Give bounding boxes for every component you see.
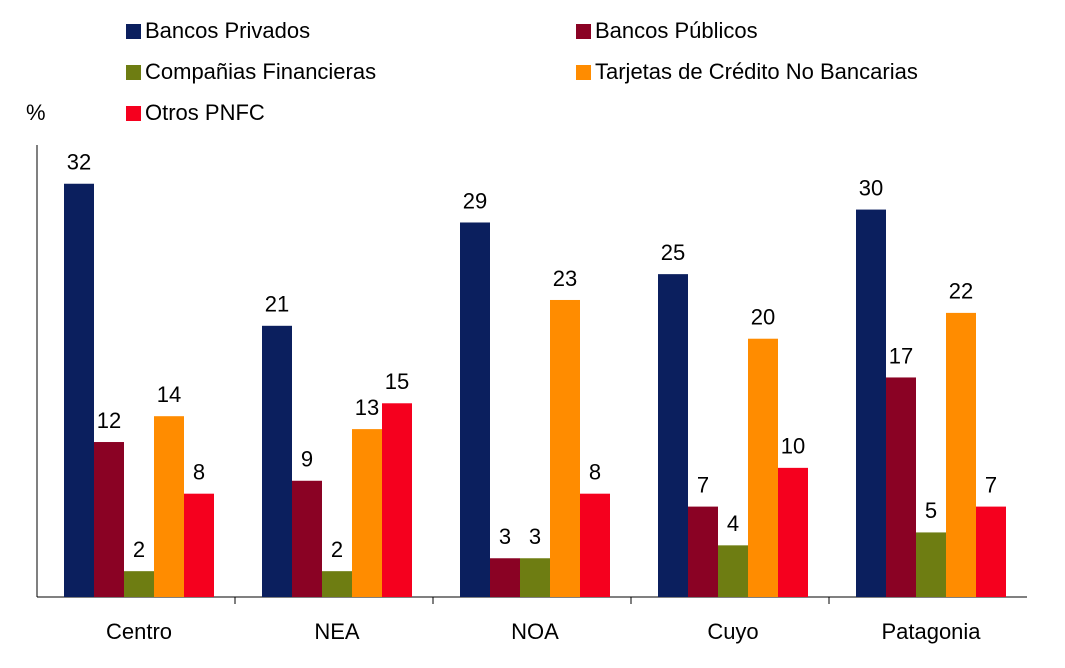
bar	[856, 209, 886, 598]
bar	[976, 506, 1006, 597]
data-label: 12	[97, 408, 121, 433]
data-label: 15	[385, 369, 409, 394]
legend-label: Bancos Públicos	[595, 18, 758, 43]
bar	[490, 558, 520, 597]
x-tick-label: NOA	[511, 619, 559, 644]
x-tick-label: Centro	[106, 619, 172, 644]
bar	[778, 467, 808, 597]
data-label: 9	[301, 447, 313, 472]
bar	[94, 442, 124, 597]
y-axis-label: %	[26, 100, 46, 125]
x-tick-label: Cuyo	[707, 619, 758, 644]
data-label: 7	[985, 472, 997, 497]
bar	[124, 571, 154, 597]
data-label: 13	[355, 395, 379, 420]
bar	[718, 545, 748, 597]
legend-swatch	[576, 65, 591, 80]
bar	[946, 312, 976, 597]
legend-swatch	[126, 65, 141, 80]
data-label: 23	[553, 266, 577, 291]
data-label: 5	[925, 498, 937, 523]
data-label: 3	[529, 524, 541, 549]
x-tick-label: Patagonia	[881, 619, 981, 644]
legend-swatch	[126, 106, 141, 121]
data-label: 8	[589, 459, 601, 484]
bar	[322, 571, 352, 597]
legend-swatch	[576, 24, 591, 39]
data-label: 17	[889, 343, 913, 368]
bar	[658, 274, 688, 597]
legend-label: Otros PNFC	[145, 100, 265, 125]
data-label: 14	[157, 382, 181, 407]
bar	[550, 299, 580, 597]
data-label: 7	[697, 472, 709, 497]
bar	[382, 403, 412, 597]
legend-label: Bancos Privados	[145, 18, 310, 43]
bar	[916, 532, 946, 597]
bar	[520, 558, 550, 597]
data-label: 2	[133, 537, 145, 562]
bar	[886, 377, 916, 597]
bar	[64, 183, 94, 597]
bar	[184, 493, 214, 597]
data-label: 8	[193, 459, 205, 484]
data-label: 20	[751, 305, 775, 330]
data-label: 32	[67, 150, 91, 175]
bar	[460, 222, 490, 597]
data-label: 10	[781, 434, 805, 459]
data-label: 3	[499, 524, 511, 549]
bar	[352, 429, 382, 597]
data-label: 29	[463, 188, 487, 213]
data-label: 2	[331, 537, 343, 562]
bar	[580, 493, 610, 597]
legend-label: Tarjetas de Crédito No Bancarias	[595, 59, 918, 84]
data-label: 30	[859, 175, 883, 200]
data-label: 22	[949, 279, 973, 304]
data-label: 21	[265, 292, 289, 317]
legend-label: Compañias Financieras	[145, 59, 376, 84]
bar	[688, 506, 718, 597]
bar	[154, 416, 184, 597]
bar	[292, 480, 322, 597]
bar	[748, 338, 778, 597]
bar	[262, 325, 292, 597]
legend-swatch	[126, 24, 141, 39]
data-label: 4	[727, 511, 739, 536]
x-tick-label: NEA	[314, 619, 360, 644]
data-label: 25	[661, 240, 685, 265]
